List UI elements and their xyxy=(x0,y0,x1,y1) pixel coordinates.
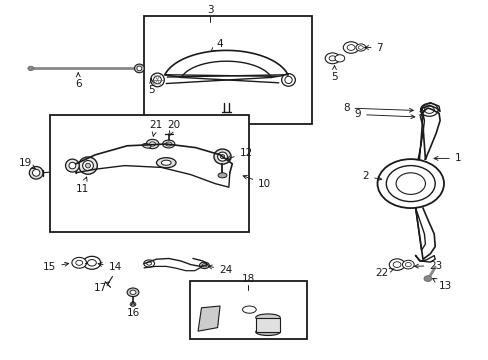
Text: 6: 6 xyxy=(75,73,81,89)
Text: 24: 24 xyxy=(208,265,232,275)
Circle shape xyxy=(325,53,339,64)
Ellipse shape xyxy=(143,260,154,267)
Ellipse shape xyxy=(65,159,79,172)
Ellipse shape xyxy=(202,264,206,267)
Ellipse shape xyxy=(255,328,280,336)
Circle shape xyxy=(388,259,404,270)
Circle shape xyxy=(377,159,443,208)
Ellipse shape xyxy=(284,76,291,84)
Circle shape xyxy=(405,262,410,267)
Ellipse shape xyxy=(32,170,40,176)
Circle shape xyxy=(72,257,86,268)
Ellipse shape xyxy=(150,73,164,87)
Text: 5: 5 xyxy=(148,79,155,95)
Ellipse shape xyxy=(220,155,224,159)
Text: 10: 10 xyxy=(243,175,271,189)
Circle shape xyxy=(346,45,354,50)
Circle shape xyxy=(358,46,363,49)
Circle shape xyxy=(127,288,139,297)
Ellipse shape xyxy=(199,262,209,269)
Ellipse shape xyxy=(82,161,93,171)
Ellipse shape xyxy=(161,160,171,165)
Text: 23: 23 xyxy=(414,261,442,271)
Text: 18: 18 xyxy=(241,274,255,284)
Text: 1: 1 xyxy=(433,153,461,163)
Ellipse shape xyxy=(242,306,256,313)
Polygon shape xyxy=(198,306,220,331)
Text: 5: 5 xyxy=(330,66,337,82)
Text: 4: 4 xyxy=(211,39,223,51)
Text: 22: 22 xyxy=(375,268,393,278)
Circle shape xyxy=(343,42,358,53)
Ellipse shape xyxy=(217,152,227,161)
Circle shape xyxy=(392,262,400,267)
Text: 3: 3 xyxy=(206,5,213,15)
Ellipse shape xyxy=(255,314,280,321)
Text: 11: 11 xyxy=(75,177,89,194)
Circle shape xyxy=(130,302,136,306)
Text: 7: 7 xyxy=(364,42,383,53)
Circle shape xyxy=(355,44,365,51)
Ellipse shape xyxy=(165,142,172,146)
Text: 16: 16 xyxy=(126,302,140,318)
Ellipse shape xyxy=(137,66,142,71)
Ellipse shape xyxy=(218,173,226,178)
Circle shape xyxy=(386,166,434,202)
Text: 12: 12 xyxy=(226,148,252,160)
Circle shape xyxy=(146,139,159,149)
Circle shape xyxy=(395,173,425,194)
Text: 13: 13 xyxy=(432,278,451,291)
Bar xyxy=(50,115,249,232)
Circle shape xyxy=(402,260,413,269)
Text: 14: 14 xyxy=(98,262,122,272)
Ellipse shape xyxy=(29,166,43,179)
Circle shape xyxy=(424,106,433,113)
Ellipse shape xyxy=(134,64,144,73)
Text: 20: 20 xyxy=(167,120,180,136)
Circle shape xyxy=(87,260,96,266)
Ellipse shape xyxy=(214,149,231,164)
Ellipse shape xyxy=(85,163,90,168)
Text: 8: 8 xyxy=(342,103,412,113)
Text: 19: 19 xyxy=(19,158,35,169)
Circle shape xyxy=(328,56,335,61)
Circle shape xyxy=(83,256,101,269)
Circle shape xyxy=(149,142,155,146)
Bar xyxy=(255,318,280,332)
Circle shape xyxy=(130,290,136,294)
Text: 2: 2 xyxy=(362,171,381,181)
Text: 17: 17 xyxy=(93,282,109,293)
Ellipse shape xyxy=(69,162,76,169)
Circle shape xyxy=(423,276,431,282)
Circle shape xyxy=(28,66,34,71)
Circle shape xyxy=(76,260,82,265)
Bar xyxy=(144,16,311,124)
Ellipse shape xyxy=(162,140,175,148)
Ellipse shape xyxy=(79,157,97,174)
Bar xyxy=(189,281,306,339)
Text: 21: 21 xyxy=(148,120,162,136)
Text: 15: 15 xyxy=(43,262,68,272)
Text: 9: 9 xyxy=(354,109,414,120)
Ellipse shape xyxy=(281,74,295,86)
Ellipse shape xyxy=(156,158,176,168)
Circle shape xyxy=(420,103,437,116)
Circle shape xyxy=(334,55,344,62)
Ellipse shape xyxy=(146,262,151,265)
Ellipse shape xyxy=(153,76,161,84)
Ellipse shape xyxy=(142,144,151,148)
